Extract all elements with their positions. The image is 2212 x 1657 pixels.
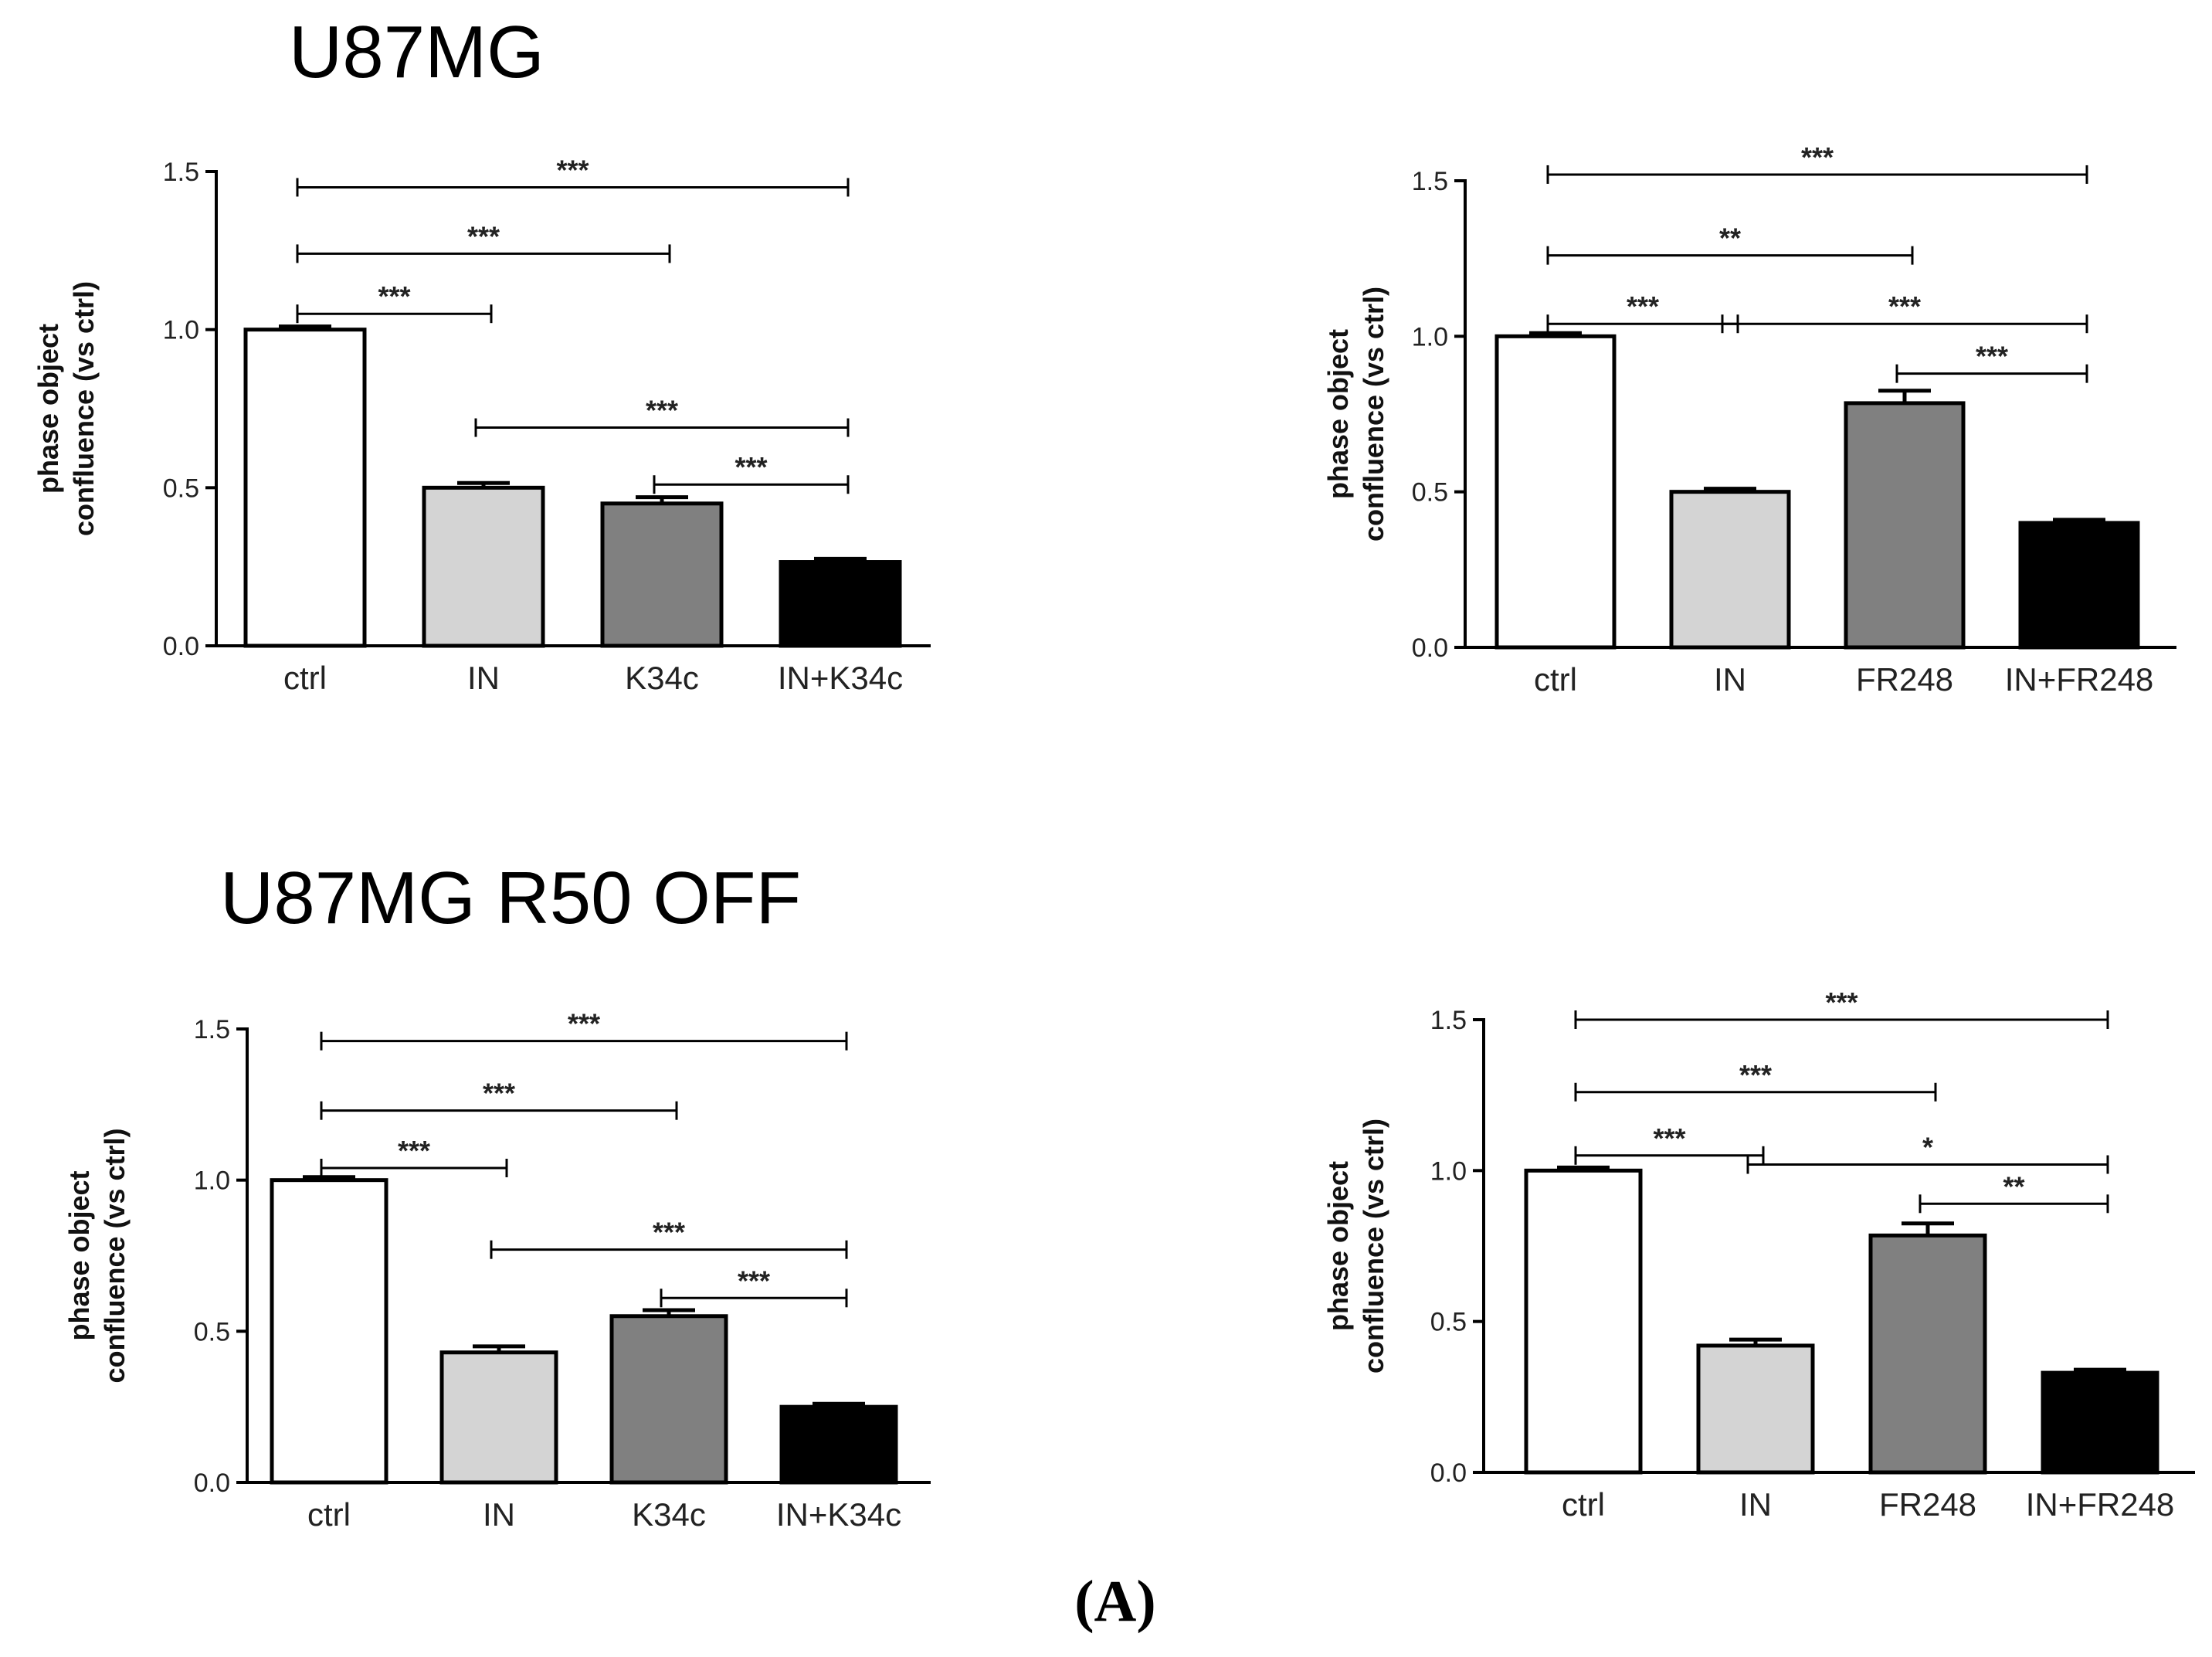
bar xyxy=(2041,1370,2159,1475)
significance-label: *** xyxy=(483,1078,515,1109)
bar xyxy=(243,328,367,648)
bar xyxy=(1696,1343,1815,1475)
y-tick-label: 0.0 xyxy=(163,632,199,661)
y-tick-label: 0.5 xyxy=(163,474,199,503)
y-axis-label: phase object xyxy=(1322,1161,1354,1331)
x-tick-label: FR248 xyxy=(1856,661,1953,698)
significance-label: *** xyxy=(1653,1122,1685,1154)
y-axis-label: confluence (vs ctrl) xyxy=(1358,1119,1389,1373)
bar xyxy=(1844,401,1966,650)
significance-label: *** xyxy=(467,220,500,252)
y-axis-label: phase object xyxy=(32,324,64,494)
significance-label: *** xyxy=(1825,986,1857,1018)
significance-label: *** xyxy=(738,1265,770,1296)
y-tick-label: 1.5 xyxy=(1430,1006,1467,1035)
y-tick-label: 0.5 xyxy=(194,1317,230,1346)
y-tick-label: 1.5 xyxy=(163,158,199,187)
bar xyxy=(779,1404,898,1485)
bar xyxy=(1524,1168,1643,1475)
y-axis-label: confluence (vs ctrl) xyxy=(99,1128,131,1383)
bar xyxy=(1669,490,1791,650)
significance-label: *** xyxy=(735,451,767,483)
significance-label: *** xyxy=(398,1135,430,1166)
y-tick-label: 0.0 xyxy=(1412,633,1448,663)
y-tick-label: 0.0 xyxy=(1430,1458,1467,1488)
chart-panel: 0.0 0.5 1.0 1.5 phase object confluence (vs c… xyxy=(63,1008,931,1533)
significance-label: *** xyxy=(1888,290,1921,322)
x-tick-label: ctrl xyxy=(307,1496,351,1533)
bar xyxy=(779,560,902,648)
y-tick-label: 1.0 xyxy=(194,1166,230,1196)
chart-panel: 0.0 0.5 1.0 1.5 phase object confluence (vs c… xyxy=(32,154,931,696)
bar xyxy=(422,485,545,648)
y-tick-label: 1.5 xyxy=(1412,167,1448,196)
x-tick-label: IN+FR248 xyxy=(2026,1486,2175,1523)
bar xyxy=(270,1178,388,1485)
y-tick-label: 1.0 xyxy=(1412,322,1448,351)
x-tick-label: IN xyxy=(1739,1486,1772,1523)
y-tick-label: 1.0 xyxy=(163,316,199,345)
y-tick-label: 0.0 xyxy=(194,1469,230,1498)
bar xyxy=(439,1350,558,1485)
significance-label: *** xyxy=(1801,141,1834,173)
x-tick-label: IN xyxy=(467,660,500,696)
y-tick-label: 0.5 xyxy=(1412,478,1448,508)
x-tick-label: ctrl xyxy=(1562,1486,1605,1523)
x-tick-label: IN+K34c xyxy=(776,1496,901,1533)
y-tick-label: 1.0 xyxy=(1430,1156,1467,1186)
chart-panel: 0.0 0.5 1.0 1.5 phase object confluence (vs c… xyxy=(1322,141,2176,698)
title-bottom: U87MG R50 OFF xyxy=(220,857,801,939)
significance-label: *** xyxy=(378,280,410,312)
bar xyxy=(1494,334,1617,650)
panel-label: (A) xyxy=(1074,1569,1156,1634)
title-top: U87MG xyxy=(289,11,545,93)
bar xyxy=(609,1314,728,1485)
significance-label: *** xyxy=(646,395,678,426)
y-axis-label: confluence (vs ctrl) xyxy=(68,281,100,536)
x-tick-label: IN+FR248 xyxy=(2005,661,2154,698)
significance-label: ** xyxy=(2003,1170,2024,1202)
significance-label: *** xyxy=(653,1217,685,1248)
significance-label: * xyxy=(1922,1132,1933,1163)
x-tick-label: IN+K34c xyxy=(778,660,903,696)
chart-panel: 0.0 0.5 1.0 1.5 phase object confluence (vs c… xyxy=(1322,986,2195,1523)
x-tick-label: K34c xyxy=(632,1496,706,1533)
x-tick-label: IN xyxy=(1714,661,1746,698)
x-tick-label: ctrl xyxy=(283,660,327,696)
x-tick-label: FR248 xyxy=(1879,1486,1976,1523)
y-tick-label: 1.5 xyxy=(194,1015,230,1044)
y-axis-label: confluence (vs ctrl) xyxy=(1358,287,1389,542)
x-tick-label: ctrl xyxy=(1534,661,1577,698)
x-tick-label: IN xyxy=(483,1496,515,1533)
significance-label: *** xyxy=(568,1008,600,1040)
y-axis-label: phase object xyxy=(63,1170,95,1340)
x-tick-label: K34c xyxy=(625,660,699,696)
bar xyxy=(1868,1233,1987,1475)
bar xyxy=(2018,521,2140,650)
significance-label: *** xyxy=(1739,1059,1772,1091)
significance-label: ** xyxy=(1719,222,1741,254)
significance-label: *** xyxy=(1976,341,2008,372)
y-axis-label: phase object xyxy=(1322,329,1354,499)
y-tick-label: 0.5 xyxy=(1430,1308,1467,1337)
bar xyxy=(600,501,724,648)
significance-label: *** xyxy=(1627,290,1659,322)
significance-label: *** xyxy=(556,154,589,185)
